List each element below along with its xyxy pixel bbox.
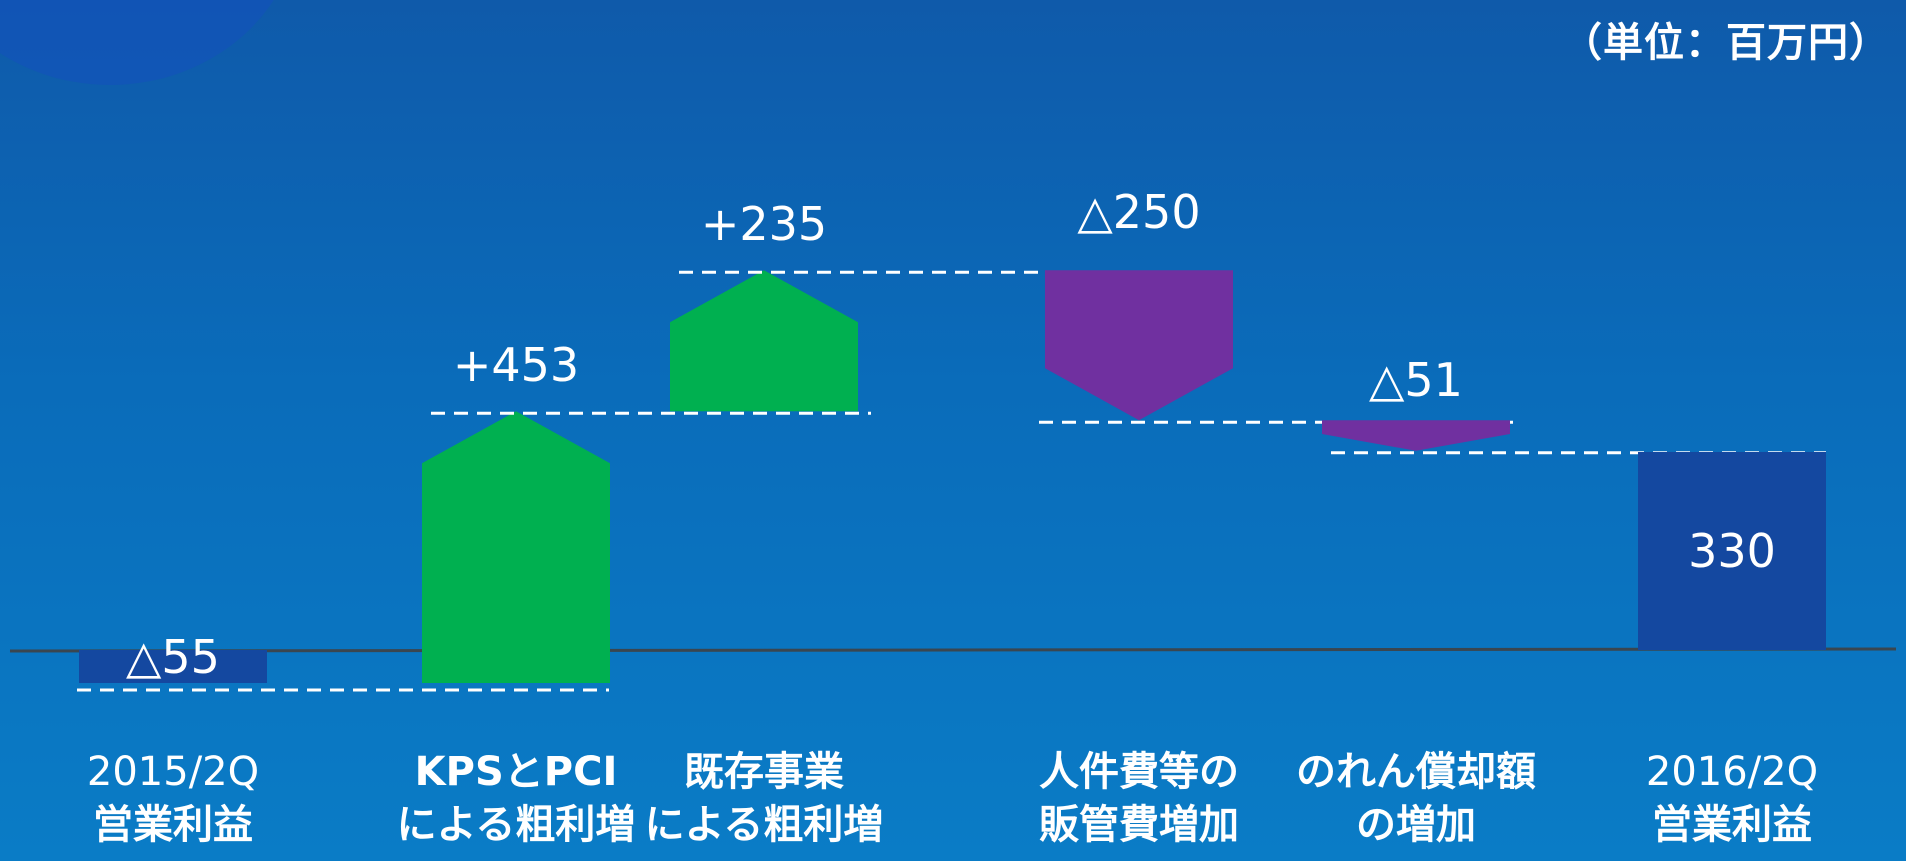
category-label-line1-2: 既存事業 — [684, 749, 844, 795]
category-label-line1-4: のれん償却額 — [1296, 749, 1536, 795]
data-label-2: +235 — [701, 197, 827, 251]
category-label-line2-0: 営業利益 — [93, 802, 253, 848]
zero-axis-line — [9, 647, 1897, 653]
category-label-line1-5: 2016/2Q — [1646, 749, 1818, 795]
bar-increase-1 — [422, 411, 610, 683]
data-label-3: △250 — [1077, 185, 1200, 239]
category-label-line1-0: 2015/2Q — [87, 749, 259, 795]
data-label-5: 330 — [1688, 524, 1776, 578]
category-label-line2-2: による粗利増 — [645, 802, 884, 848]
unit-label: （単位：百万円） — [1562, 20, 1890, 66]
category-label-line2-5: 営業利益 — [1652, 802, 1812, 848]
category-label-line1-3: 人件費等の — [1039, 749, 1239, 795]
bar-increase-2 — [670, 270, 858, 412]
category-label-line2-1: による粗利増 — [397, 802, 636, 848]
category-label-line2-3: 販管費増加 — [1039, 802, 1239, 848]
category-label-line2-4: の増加 — [1356, 802, 1476, 848]
data-label-0: △55 — [126, 630, 220, 684]
category-label-line1-1: KPSとPCI — [415, 749, 618, 795]
bar-decrease-3 — [1045, 270, 1233, 421]
data-label-1: +453 — [453, 338, 579, 392]
data-label-4: △51 — [1369, 353, 1463, 407]
bar-total-0 — [79, 650, 267, 683]
bar-decrease-4 — [1322, 420, 1510, 451]
bar-total-5 — [1638, 452, 1826, 650]
